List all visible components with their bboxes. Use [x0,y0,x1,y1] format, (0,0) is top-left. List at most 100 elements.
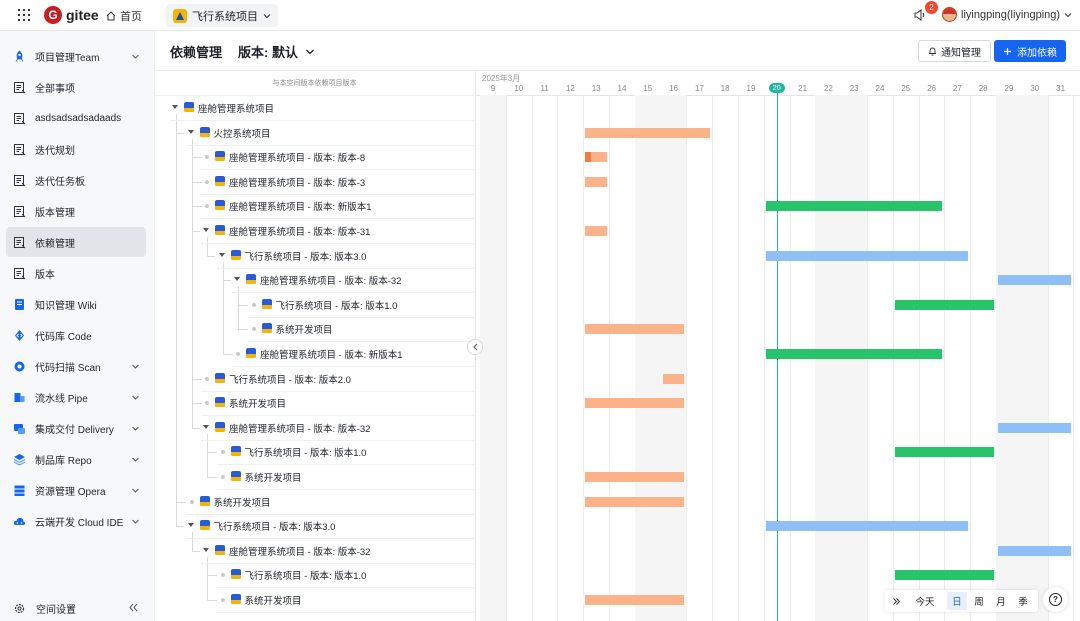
scale-button[interactable]: 季 [1018,597,1028,608]
row-divider [247,341,474,343]
tree-row[interactable]: 系统开发项目 [155,588,474,613]
gantt-bar[interactable] [583,496,687,507]
sidebar-item-14[interactable]: 资源管理 Opera [6,475,146,505]
gantt-bar[interactable] [583,152,609,163]
tree-row[interactable]: 座舱管理系统项目 - 版本: 版本-32 [155,416,474,441]
apps-grid-icon[interactable] [18,9,30,21]
sidebar-item-13[interactable]: 制品库 Repo [6,444,146,474]
gantt-bar[interactable] [583,127,713,138]
tree-row[interactable]: 座舱管理系统项目 - 版本: 版本-32 [155,539,474,564]
tree-guide-line [191,138,193,428]
tree-guide-line [176,114,177,527]
tree-row[interactable]: 飞行系统项目 - 版本: 版本1.0 [155,563,474,589]
expand-toolbar-button[interactable] [885,590,907,612]
space-settings-label: 空间设置 [36,605,76,616]
help-button[interactable]: ? [1043,587,1068,612]
cloud-icon [13,517,26,525]
caret-down-icon[interactable] [172,105,178,109]
tree-branch-line [191,378,202,380]
home-link[interactable]: 首页 [106,8,142,24]
notification-settings-button[interactable]: 通知管理 [918,40,991,62]
gear-icon [14,603,25,614]
tree-row[interactable]: 飞行系统项目 - 版本: 版本2.0 [155,367,474,392]
gantt-bar[interactable] [892,447,996,458]
tree-row[interactable]: 座舱管理系统项目 - 版本: 版本-31 [155,219,474,244]
user-menu[interactable]: liyingping(liyingping) [942,7,1072,22]
scale-button[interactable]: 月 [996,597,1006,608]
day-label: 22 [823,84,833,93]
leaf-dot-icon [205,401,209,406]
add-dependency-button[interactable]: 添加依赖 [994,40,1066,62]
tree-row[interactable]: 系统开发项目 [155,465,474,490]
tree-row[interactable]: 座舱管理系统项目 - 版本: 新版本1 [155,194,474,220]
version-selector[interactable]: 版本: 默认 [238,42,315,61]
caret-down-icon[interactable] [203,228,209,232]
sidebar-item-10[interactable]: 代码扫描 Scan [6,351,146,381]
tree-row[interactable]: 飞行系统项目 - 版本: 版本1.0 [155,293,474,318]
sidebar-item-6[interactable]: 依赖管理 [6,227,146,257]
sidebar-item-15[interactable]: 云端开发 Cloud IDE [6,506,146,536]
caret-down-icon[interactable] [187,523,194,528]
gantt-bar[interactable] [996,545,1074,556]
gantt-bar[interactable] [996,275,1074,286]
scale-button[interactable]: 周 [974,597,984,608]
gantt-bar[interactable] [892,570,996,581]
gantt-bar[interactable] [763,521,971,532]
tree-row[interactable]: 火控系统项目 [155,121,474,146]
gantt-bar[interactable] [763,201,945,212]
space-settings[interactable]: 空间设置 [13,601,76,616]
tree-row[interactable]: 飞行系统项目 - 版本: 版本1.0 [155,440,474,466]
tree-row[interactable]: 座舱管理系统项目 - 版本: 版本-3 [155,170,474,195]
collapse-tree-button[interactable] [467,339,483,355]
sidebar-item-4[interactable]: 迭代任务板 [6,165,146,195]
caret-down-icon[interactable] [218,252,225,257]
scale-button[interactable]: 日 [947,592,967,610]
tree-row[interactable]: 系统开发项目 [155,391,474,417]
gantt-bar[interactable] [763,250,971,261]
sidebar-item-7[interactable]: 版本 [6,258,146,288]
today-button[interactable]: 今天 [915,597,935,608]
sidebar-item-9[interactable]: 代码库 Code [6,320,146,350]
sidebar-item-11[interactable]: 流水线 Pipe [6,382,146,412]
speaker-notification-icon[interactable] [913,8,927,22]
chevron-down-icon [132,426,139,431]
sidebar-item-5[interactable]: 版本管理 [6,196,146,226]
tree-row[interactable]: 座舱管理系统项目 - 版本: 版本-8 [155,145,474,171]
sidebar-item-12[interactable]: 集成交付 Delivery [6,413,146,443]
gantt-bar[interactable] [583,398,687,409]
tree-row[interactable]: 座舱管理系统项目 - 版本: 版本-32 [155,268,474,294]
gantt-bar[interactable] [763,349,945,359]
gitee-logo-icon: G [44,6,62,24]
collapse-sidebar-icon[interactable] [128,602,139,613]
gantt-bar[interactable] [583,595,687,605]
gantt-bar[interactable] [583,176,609,187]
caret-down-icon[interactable] [187,129,194,134]
gitee-logo[interactable]: G gitee [44,6,99,24]
leaf-dot-icon [189,499,194,504]
sidebar-item-2[interactable]: asdsadsadsadaads [6,103,146,133]
gantt-bar[interactable] [583,324,687,335]
tree-row[interactable]: 飞行系统项目 - 版本: 版本3.0 [155,514,474,540]
sidebar-item-8[interactable]: 知识管理 Wiki [6,289,146,319]
tree-row[interactable]: 飞行系统项目 - 版本: 版本3.0 [155,244,474,269]
tree-row[interactable]: 系统开发项目 [155,317,474,343]
tree-branch-line [207,477,217,478]
tree-node-label: 飞行系统项目 - 版本: 版本1.0 [275,300,398,312]
caret-down-icon[interactable] [234,277,240,282]
gantt-bar[interactable] [892,299,996,310]
gantt-bar[interactable] [996,422,1074,433]
gantt-bar[interactable] [583,226,609,236]
gantt-bar[interactable] [660,373,687,384]
sidebar-item-1[interactable]: 全部事项 [6,72,146,102]
gantt-bar[interactable] [583,472,687,482]
caret-down-icon[interactable] [203,424,209,429]
doc-icon [14,174,26,186]
sidebar-item-0[interactable]: 项目管理Team [6,41,146,71]
caret-down-icon[interactable] [203,547,209,552]
project-selector[interactable]: 飞行系统项目 [166,4,278,27]
tree-row[interactable]: 座舱管理系统项目 [155,96,474,121]
sidebar-item-3[interactable]: 迭代规划 [6,134,146,164]
tree-row[interactable]: 座舱管理系统项目 - 版本: 新版本1 [155,342,474,367]
row-divider [185,538,474,540]
tree-row[interactable]: 系统开发项目 [155,490,474,515]
